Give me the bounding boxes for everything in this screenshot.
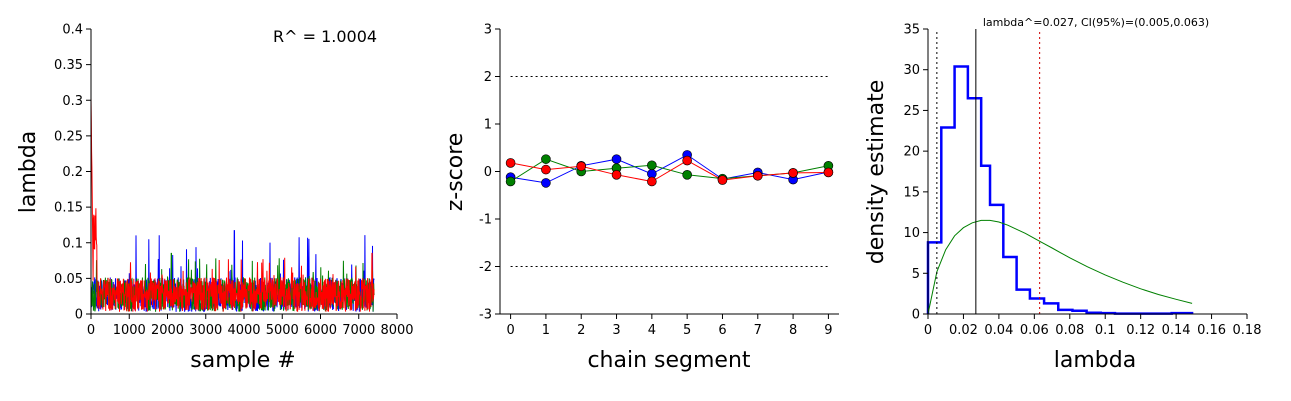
zscore-point: [505, 158, 516, 168]
x-tick-label: 3: [612, 323, 620, 338]
zscore-axes: -3 -2 -1 0 1 2 3 0 1 2 3 4 5 6 7 8 9: [479, 23, 839, 338]
y-tick-label: 35: [903, 23, 920, 38]
x-tick-label: 0.14: [1162, 323, 1191, 338]
zscore-point: [823, 167, 834, 178]
x-tick-label: 0: [924, 323, 932, 338]
x-tick-label: 4000: [227, 323, 260, 338]
y-tick-label: 25: [903, 104, 920, 119]
x-tick-label: 0.16: [1197, 323, 1226, 338]
y-tick-label: 20: [903, 145, 920, 160]
y-tick-label: -3: [479, 308, 492, 323]
x-tick-label: 2000: [151, 323, 184, 338]
posterior-x-axis-label: lambda: [1054, 348, 1136, 373]
y-tick-label: 0: [912, 308, 920, 323]
x-tick-label: 6: [718, 323, 726, 338]
y-tick-label: 3: [484, 23, 492, 38]
zscore-point: [505, 176, 516, 187]
x-tick-label: 0.12: [1126, 323, 1155, 338]
x-tick-label: 0.1: [1095, 323, 1116, 338]
x-tick-label: 0: [87, 323, 95, 338]
y-tick-label: 30: [903, 63, 920, 78]
zscore-point: [682, 170, 692, 180]
zscore-series-line: [510, 154, 829, 184]
x-tick-label: 4: [648, 323, 656, 338]
zscore-x-axis-label: chain segment: [587, 348, 750, 373]
y-tick-label: 0.2: [62, 165, 83, 180]
x-tick-label: 8: [789, 323, 797, 338]
prior-curve: [927, 219, 1193, 315]
x-tick-label: 7000: [342, 323, 375, 338]
x-tick-label: 0.18: [1233, 323, 1262, 338]
y-tick-label: -2: [479, 260, 492, 275]
x-tick-label: 5: [683, 323, 691, 338]
zscore-point: [752, 170, 763, 181]
y-tick-label: 2: [484, 70, 492, 85]
y-tick-label: 0: [75, 308, 83, 323]
y-tick-label: 0.15: [54, 201, 83, 216]
x-tick-label: 1000: [113, 323, 146, 338]
zscore-point: [682, 155, 692, 166]
x-tick-label: 0.08: [1055, 323, 1084, 338]
x-tick-label: 0: [506, 323, 514, 338]
zscore-point: [576, 161, 587, 172]
y-tick-label: -1: [479, 213, 492, 228]
x-tick-label: 6000: [304, 323, 337, 338]
zscore-series-line: [510, 160, 829, 183]
y-tick-label: 0: [484, 165, 492, 180]
zscore-point: [788, 168, 798, 178]
trace-panel: 0 0.05 0.1 0.15 0.2 0.25 0.3 0.35 0.4 0 1000 2000 30…: [16, 23, 414, 374]
zscore-panel: -3 -2 -1 0 1 2 3 0 1 2 3 4 5 6 7 8 9 chain segment z-sco…: [443, 23, 839, 373]
y-tick-label: 5: [912, 267, 920, 282]
trace-x-axis-label: sample #: [190, 348, 295, 373]
x-tick-label: 0.06: [1020, 323, 1049, 338]
x-tick-label: 1: [542, 323, 550, 338]
zscore-point: [647, 176, 657, 187]
y-tick-label: 0.1: [62, 236, 83, 251]
zscore-series-line: [510, 158, 829, 182]
y-tick-label: 0.05: [54, 272, 83, 287]
posterior-series-group: [926, 29, 1194, 315]
zscore-point: [541, 164, 551, 175]
posterior-histogram: [926, 65, 1194, 315]
zscore-y-axis-label: z-score: [443, 133, 468, 212]
zscore-series-group: [505, 76, 834, 267]
x-tick-label: 3000: [189, 323, 222, 338]
posterior-title: lambda^=0.027, CI(95%)=(0.005,0.063): [983, 16, 1209, 29]
x-tick-label: 8000: [380, 323, 413, 338]
trace-series-group: [90, 97, 375, 312]
trace-chain-line: [90, 97, 375, 312]
y-tick-label: 0.25: [54, 129, 83, 144]
x-tick-label: 5000: [266, 323, 299, 338]
r-hat-annotation: R^ = 1.0004: [273, 27, 377, 46]
zscore-point: [541, 178, 551, 188]
x-tick-label: 2: [577, 323, 585, 338]
y-tick-label: 1: [484, 118, 492, 133]
zscore-point: [541, 154, 551, 164]
x-tick-label: 7: [754, 323, 762, 338]
posterior-panel: 0 5 10 15 20 25 30 35 0 0.02 0.04 0.06 0.08 0.1 0.12 0.…: [864, 16, 1261, 373]
y-tick-label: 0.3: [62, 94, 83, 109]
x-tick-label: 0.02: [949, 323, 978, 338]
zscore-point: [647, 160, 657, 171]
posterior-axes: 0 5 10 15 20 25 30 35 0 0.02 0.04 0.06 0.08 0.1 0.12 0.…: [903, 23, 1261, 339]
trace-axes: 0 0.05 0.1 0.15 0.2 0.25 0.3 0.35 0.4 0 1000 2000 30…: [54, 23, 414, 339]
y-tick-label: 15: [903, 185, 920, 200]
y-tick-label: 10: [903, 226, 920, 241]
zscore-point: [611, 154, 622, 164]
posterior-y-axis-label: density estimate: [864, 80, 889, 264]
y-tick-label: 0.35: [54, 58, 83, 73]
zscore-point: [611, 170, 622, 180]
trace-y-axis-label: lambda: [16, 131, 41, 213]
x-tick-label: 9: [824, 323, 832, 338]
x-tick-label: 0.04: [984, 323, 1013, 338]
zscore-point: [717, 175, 728, 185]
y-tick-label: 0.4: [62, 23, 83, 38]
